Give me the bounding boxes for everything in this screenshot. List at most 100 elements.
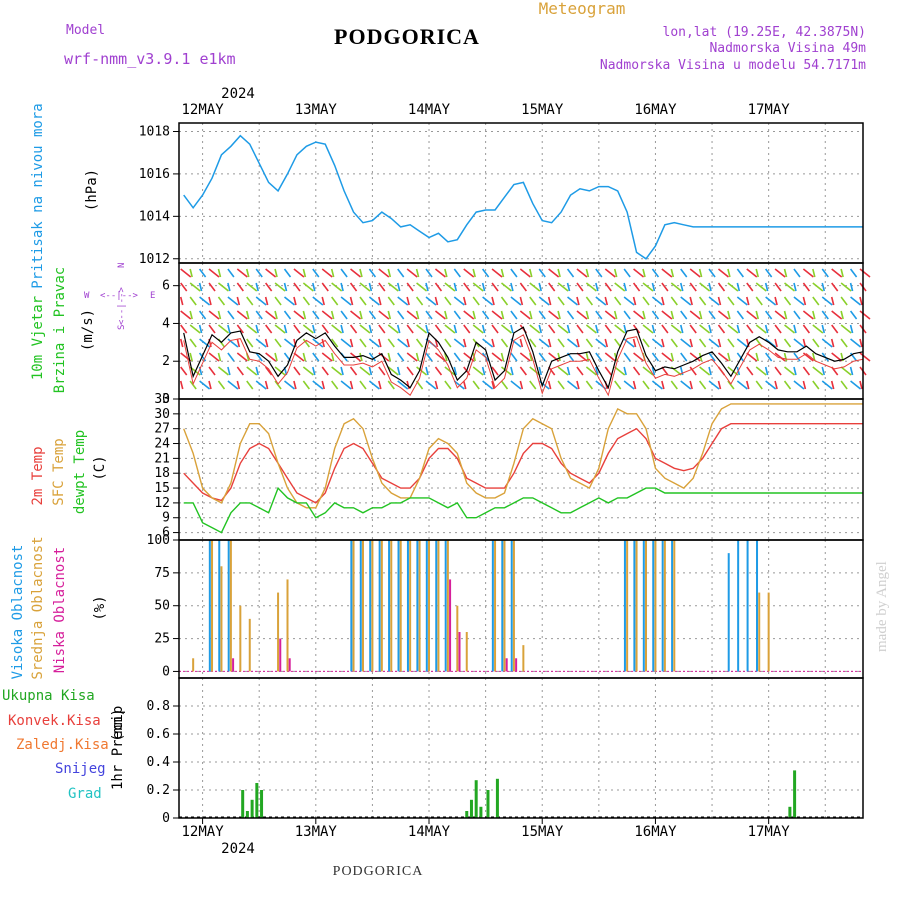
wind-barb (255, 380, 267, 390)
wind-barb (840, 338, 848, 348)
wind-barb (208, 352, 220, 362)
wind-barb (321, 352, 333, 362)
cloud-bar (444, 540, 447, 672)
wind-barb (812, 268, 816, 278)
wind-barb (585, 366, 597, 376)
wind-barb (727, 310, 731, 320)
wind-barb (548, 324, 556, 334)
wind-barb (312, 296, 324, 306)
wind-barb (500, 352, 505, 362)
wind-barb (633, 310, 645, 320)
wind-barb (633, 352, 645, 362)
wind-barb (283, 324, 288, 334)
wind-barb (227, 296, 239, 306)
wind-barb (425, 352, 433, 362)
wind-barb (283, 296, 295, 306)
wind-barb (529, 282, 541, 292)
wind-barb (717, 296, 722, 306)
wind-barb (500, 380, 509, 390)
wind-barb (444, 338, 452, 348)
wind-barb (708, 310, 716, 320)
wind-barb (783, 310, 788, 320)
wind-barb (510, 324, 514, 334)
wind-barb (717, 282, 726, 292)
wind-barb (604, 282, 612, 292)
wind-barb (406, 324, 414, 334)
wind-barb (274, 282, 286, 292)
wind-barb (491, 324, 499, 334)
wind-barb (387, 324, 399, 334)
wind-barb (755, 296, 763, 306)
wind-barb (793, 324, 797, 334)
precip-bar (465, 811, 469, 818)
wind-barb (850, 380, 862, 390)
wind-barb (764, 324, 769, 334)
wind-barb (548, 268, 560, 278)
wind-barb (538, 296, 550, 306)
wind-barb (416, 324, 428, 334)
cloud-bar (449, 579, 452, 672)
wind-barb (784, 282, 796, 292)
wind-barb (387, 366, 399, 376)
wind-barb (708, 380, 720, 390)
cloud-bar (277, 592, 280, 672)
wind-compass: W E <--|--> <--|--> N S (84, 263, 155, 330)
wind-barb (198, 282, 203, 292)
wind-barb (755, 324, 767, 334)
wind-barb (680, 310, 688, 320)
cloud-bar (671, 540, 674, 672)
wind-barb (302, 380, 311, 390)
wind-barb (349, 324, 358, 334)
day-label: 14MAY (408, 102, 451, 118)
wind-barb (246, 366, 258, 376)
wind-barb (519, 366, 527, 376)
wind-barb (208, 380, 212, 390)
cloud-bar (406, 540, 409, 672)
wind-barb (708, 338, 720, 348)
wind-barb (444, 282, 456, 292)
wind-barb (293, 282, 301, 292)
wind-barb (604, 352, 616, 362)
wind-barb (500, 310, 505, 320)
wind-barb (472, 324, 484, 334)
wind-barb (491, 338, 495, 348)
wind-barb (321, 268, 333, 278)
wind-barb (246, 282, 258, 292)
wind-barb (670, 352, 675, 362)
wind-barb (444, 324, 456, 334)
wind-barb (679, 366, 684, 376)
wind-barb (651, 310, 660, 320)
wind-barb (349, 380, 354, 390)
cloud-bar (418, 540, 421, 672)
wind-barb (312, 310, 320, 320)
wind-barb (189, 352, 193, 362)
wind-barb (312, 366, 316, 376)
cloud-bar (416, 540, 419, 672)
wind-barb (585, 296, 594, 306)
wind-barb (651, 324, 656, 334)
wind-barb (491, 296, 495, 306)
wind-barb (661, 282, 669, 292)
wind-barb (406, 380, 410, 390)
wind-barb (368, 282, 373, 292)
cloud-bar (279, 638, 282, 672)
panel-frame (178, 677, 864, 819)
watermark: made by Angel (874, 561, 890, 652)
wind-barb (302, 352, 307, 362)
wind-barb (830, 338, 835, 348)
wind-barb (679, 324, 684, 334)
coords-label: lon,lat (19.25E, 42.3875N) (663, 25, 867, 40)
wind-barb (283, 282, 288, 292)
wind-barb (774, 310, 786, 320)
wind-barb (623, 380, 635, 390)
wind-barb (699, 282, 711, 292)
compass-ew-arrows: <--|--> (100, 291, 139, 301)
wind-barb (614, 366, 626, 376)
wind-barb (491, 366, 499, 376)
cloud-bar (456, 605, 459, 672)
wind-barb (444, 268, 448, 278)
wind-barb (859, 296, 863, 306)
wind-barb (661, 380, 665, 390)
wind-barb (812, 380, 820, 390)
